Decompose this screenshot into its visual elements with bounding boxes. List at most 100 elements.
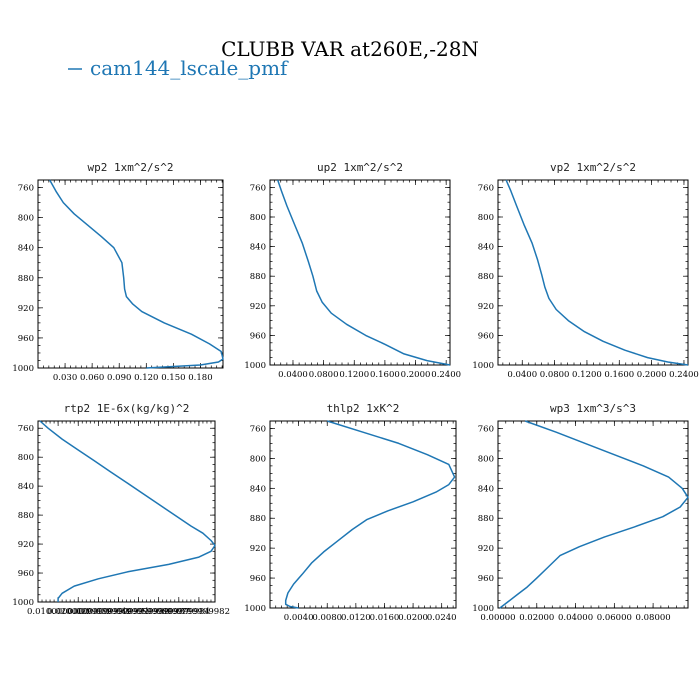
x-tick-label: 0.0299999993	[67, 607, 129, 617]
x-tick-label: 0.1600	[370, 370, 400, 380]
y-tick-label: 760	[250, 424, 266, 434]
y-tick-label: 880	[18, 274, 34, 284]
x-tick-label: 0.120	[134, 373, 158, 383]
y-tick-label: 760	[250, 183, 266, 193]
plot-frame	[37, 420, 216, 603]
x-tick-label: 0.060	[80, 373, 104, 383]
x-tick-label: 0.0080	[312, 613, 342, 623]
chart-panel-5: thlp2 1xK^276080084088092096010000.00400…	[244, 402, 456, 623]
y-tick-label: 880	[250, 272, 266, 282]
y-tick-label: 1000	[472, 604, 494, 614]
x-tick-label: 0.0699999984	[148, 607, 210, 617]
plot-frame	[37, 179, 224, 369]
y-tick-label: 760	[478, 424, 494, 434]
y-tick-label: 960	[18, 334, 34, 344]
y-tick-label: 1000	[244, 361, 266, 371]
series-line	[505, 179, 689, 366]
x-tick-label: 0.0200	[398, 613, 428, 623]
panel-title: wp3 1xm^3/s^3	[550, 402, 636, 415]
x-tick-label: 0.1600	[604, 370, 634, 380]
x-tick-label: 0.1200	[339, 370, 369, 380]
x-tick-label: 0.0100000000	[27, 607, 89, 617]
x-tick-label: 0.0160	[370, 613, 400, 623]
panels: wp2 1xm^2/s^2 760 800 840 880 920 960 1000 0.030…	[12, 161, 698, 623]
plot-frame	[269, 420, 457, 609]
y-tick-label: 840	[18, 244, 34, 254]
panel-title: wp2 1xm^2/s^2	[87, 161, 173, 174]
chart-panel-4: rtp2 1E-6x(kg/kg)^2 760 800 840 880 920 960 100…	[12, 402, 230, 617]
y-tick-label: 800	[250, 213, 266, 223]
y-tick-label: 840	[250, 243, 266, 253]
x-tick-label: 0.08000	[636, 613, 671, 623]
y-tick-label: 880	[478, 272, 494, 282]
x-tick-label: 0.030	[53, 373, 77, 383]
x-tick-label: 0.2000	[401, 370, 431, 380]
y-tick-label: 760	[18, 424, 34, 434]
y-tick-label: 800	[18, 214, 34, 224]
legend-label: cam144_lscale_pmf	[90, 56, 289, 80]
y-tick-label: 800	[478, 213, 494, 223]
y-tick-label: 840	[478, 484, 494, 494]
x-tick-label: 0.0799999982	[168, 607, 230, 617]
y-tick-label: 880	[478, 514, 494, 524]
y-tick-label: 920	[18, 540, 34, 550]
y-tick-label: 960	[250, 331, 266, 341]
plot-frame	[497, 420, 689, 609]
chart-panel-6: wp3 1xm^3/s^3 760 800 840 880 920 960 10000.000…	[472, 402, 689, 623]
chart-panel-3: vp2 1xm^2/s^2 760 800 840 880 920 960 1000 0.040…	[472, 161, 698, 380]
figure-title: CLUBB VAR at260E,-28N	[221, 37, 479, 61]
x-tick-label: 0.090	[107, 373, 131, 383]
x-tick-label: 0.0200000000	[47, 607, 109, 617]
y-tick-label: 840	[478, 243, 494, 253]
x-tick-label: 0.0399999991	[87, 607, 149, 617]
y-tick-label: 920	[478, 544, 494, 554]
x-tick-label: 0.0040	[284, 613, 314, 623]
y-tick-label: 960	[478, 331, 494, 341]
y-tick-label: 880	[250, 514, 266, 524]
x-tick-label: 0.2400	[669, 370, 699, 380]
series-line	[39, 420, 216, 602]
y-tick-label: 920	[250, 544, 266, 554]
x-tick-label: 0.0499999989	[107, 607, 169, 617]
panel-title: vp2 1xm^2/s^2	[550, 161, 636, 174]
x-tick-label: 0.02000	[519, 613, 554, 623]
y-tick-label: 840	[250, 484, 266, 494]
x-tick-label: 0.0800	[540, 370, 570, 380]
y-tick-label: 840	[18, 482, 34, 492]
y-tick-label: 760	[478, 183, 494, 193]
y-tick-label: 800	[478, 454, 494, 464]
panel-title: rtp2 1E-6x(kg/kg)^2	[64, 402, 190, 415]
x-tick-label: 0.0240	[427, 613, 457, 623]
y-tick-label: 800	[18, 453, 34, 463]
series-line	[499, 420, 689, 609]
x-tick-label: 0.06000	[597, 613, 632, 623]
plot-frame	[269, 179, 451, 366]
panel-title: up2 1xm^2/s^2	[317, 161, 403, 174]
x-tick-label: 0.150	[161, 373, 185, 383]
x-tick-label: 0.0120	[341, 613, 371, 623]
y-tick-label: 1000	[472, 361, 494, 371]
y-tick-label: 760	[18, 184, 34, 194]
panel-title: thlp2 1xK^2	[327, 402, 400, 415]
y-tick-label: 920	[18, 304, 34, 314]
y-tick-label: 960	[18, 569, 34, 579]
y-tick-label: 880	[18, 511, 34, 521]
y-tick-label: 800	[250, 454, 266, 464]
y-tick-label: 920	[478, 302, 494, 312]
series-line	[49, 179, 224, 369]
chart-panel-2: up2 1xm^2/s^2 760 800 840 880 920 960 1000 0.040…	[244, 161, 461, 380]
x-tick-label: 0.2000	[637, 370, 667, 380]
y-tick-label: 1000	[12, 598, 34, 608]
y-tick-label: 1000	[244, 604, 266, 614]
x-tick-label: 0.180	[188, 373, 212, 383]
x-tick-label: 0.00000	[480, 613, 515, 623]
x-tick-label: 0.04000	[558, 613, 593, 623]
series-line	[276, 179, 451, 366]
x-tick-label: 0.0400	[278, 370, 308, 380]
x-tick-label: 0.2400	[431, 370, 461, 380]
legend: cam144_lscale_pmf	[68, 56, 289, 80]
x-tick-label: 0.0800	[309, 370, 339, 380]
y-tick-label: 1000	[12, 364, 34, 374]
x-tick-label: 0.1200	[572, 370, 602, 380]
